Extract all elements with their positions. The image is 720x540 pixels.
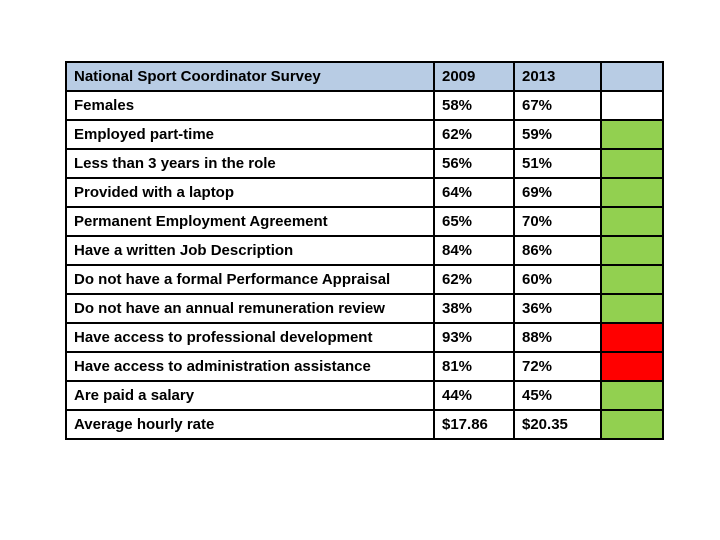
value-2013: 69% [513,177,602,208]
table-row: Permanent Employment Agreement 65% 70% [65,206,664,237]
row-label: Provided with a laptop [65,177,435,208]
value-2013: 67% [513,90,602,121]
value-2013: 45% [513,380,602,411]
value-2009: $17.86 [433,409,515,440]
value-2013: 51% [513,148,602,179]
value-2013: 60% [513,264,602,295]
value-2009: 56% [433,148,515,179]
table-row: Employed part-time 62% 59% [65,119,664,150]
row-label: Have access to administration assistance [65,351,435,382]
status-cell-negative [600,351,664,382]
status-cell-positive [600,264,664,295]
table-row: Provided with a laptop 64% 69% [65,177,664,208]
row-label: Permanent Employment Agreement [65,206,435,237]
row-label: Have access to professional development [65,322,435,353]
table-row: Have access to professional development 9… [65,322,664,353]
survey-table: National Sport Coordinator Survey 2009 2… [65,61,664,440]
header-row: National Sport Coordinator Survey 2009 2… [65,61,664,92]
status-cell-positive [600,119,664,150]
table-row: Average hourly rate $17.86 $20.35 [65,409,664,440]
status-cell-positive [600,235,664,266]
table-title: National Sport Coordinator Survey [65,61,435,92]
row-label: Do not have an annual remuneration revie… [65,293,435,324]
status-cell-positive [600,206,664,237]
value-2009: 62% [433,119,515,150]
value-2009: 93% [433,322,515,353]
value-2013: 70% [513,206,602,237]
value-2013: 72% [513,351,602,382]
table-body: Females 58% 67% Employed part-time 62% 59% Les… [65,90,664,440]
status-cell-positive [600,148,664,179]
table-row: Less than 3 years in the role 56% 51% [65,148,664,179]
value-2009: 62% [433,264,515,295]
value-2009: 81% [433,351,515,382]
table-row: Are paid a salary 44% 45% [65,380,664,411]
col-header-2009: 2009 [433,61,515,92]
value-2013: 88% [513,322,602,353]
value-2013: 36% [513,293,602,324]
value-2013: 86% [513,235,602,266]
value-2009: 58% [433,90,515,121]
row-label: Have a written Job Description [65,235,435,266]
status-cell-negative [600,322,664,353]
value-2009: 64% [433,177,515,208]
row-label: Employed part-time [65,119,435,150]
col-header-2013: 2013 [513,61,602,92]
table-row: Have a written Job Description 84% 86% [65,235,664,266]
table-row: Have access to administration assistance… [65,351,664,382]
status-cell-positive [600,177,664,208]
value-2009: 84% [433,235,515,266]
row-label: Females [65,90,435,121]
row-label: Do not have a formal Performance Apprais… [65,264,435,295]
status-cell-none [600,90,664,121]
table-row: Do not have a formal Performance Apprais… [65,264,664,295]
value-2009: 65% [433,206,515,237]
row-label: Average hourly rate [65,409,435,440]
status-cell-positive [600,380,664,411]
value-2009: 44% [433,380,515,411]
value-2009: 38% [433,293,515,324]
col-header-status [600,61,664,92]
status-cell-positive [600,409,664,440]
table-row: Do not have an annual remuneration revie… [65,293,664,324]
row-label: Less than 3 years in the role [65,148,435,179]
table-row: Females 58% 67% [65,90,664,121]
value-2013: $20.35 [513,409,602,440]
value-2013: 59% [513,119,602,150]
row-label: Are paid a salary [65,380,435,411]
status-cell-positive [600,293,664,324]
